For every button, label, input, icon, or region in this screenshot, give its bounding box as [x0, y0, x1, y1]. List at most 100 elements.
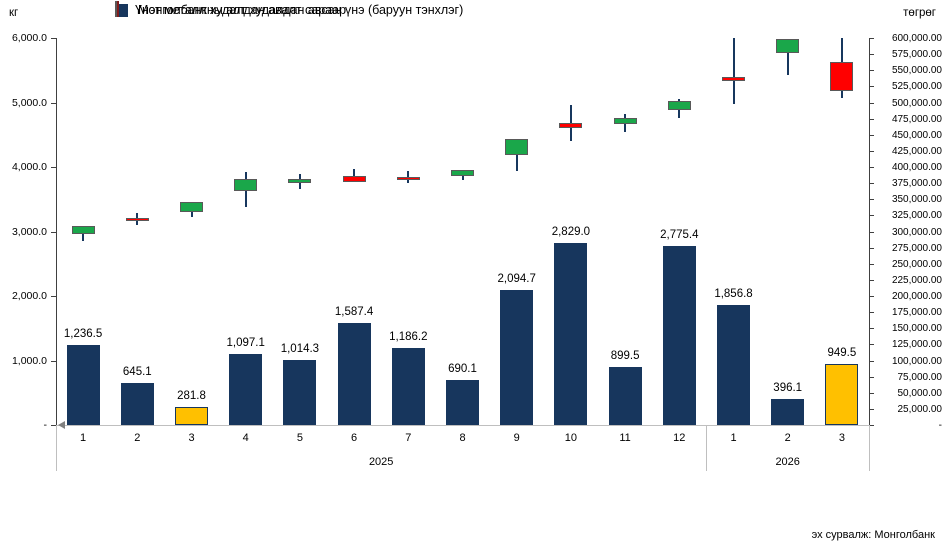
bar: [229, 354, 263, 425]
right-axis-tick: [870, 376, 874, 378]
candle-body: [342, 176, 366, 182]
right-axis-tick: [870, 134, 874, 136]
right-axis-tick-label: 75,000.00: [897, 371, 943, 383]
axis-group-separator: [706, 425, 708, 471]
bar-value-label: 2,775.4: [660, 228, 699, 241]
right-axis-tick: [870, 296, 874, 297]
left-axis-title: кг: [9, 7, 19, 19]
axis-group-separator: [869, 425, 870, 471]
x-axis-label: 11: [619, 432, 631, 444]
right-axis-tick-label: 350,000.00: [891, 194, 942, 206]
right-axis-tick: [870, 231, 874, 233]
candle-body: [559, 123, 583, 128]
bar-value-label: 1,014.3: [280, 342, 320, 355]
candle-down-swatch-icon: [117, 0, 119, 17]
candle-body: [125, 217, 149, 221]
right-axis-tick: [870, 102, 874, 104]
right-axis-tick: [870, 263, 874, 265]
right-axis-tick-label: 575,000.00: [891, 49, 942, 61]
bar: [771, 399, 805, 425]
right-axis-tick: [870, 167, 874, 168]
candle-body: [776, 38, 800, 54]
right-axis-tick-label: 425,000.00: [891, 145, 942, 157]
bar: [608, 366, 642, 425]
bar-value-label: 281.8: [177, 389, 206, 402]
right-axis-tick-label: 125,000.00: [891, 339, 942, 351]
bar: [175, 406, 208, 425]
bar-value-label: 1,236.5: [63, 328, 103, 341]
x-axis-label: 1: [80, 432, 87, 444]
right-axis-tick: [870, 360, 874, 362]
right-axis-tick-label: 100,000.00: [891, 355, 942, 367]
left-axis-line: [56, 38, 57, 425]
right-axis-tick: [870, 392, 874, 394]
bar-value-label: 1,186.2: [389, 331, 428, 344]
right-axis-tick: [870, 54, 874, 56]
bar-value-label: 396.1: [773, 382, 803, 395]
candlestick-swatch-icon: [115, 0, 131, 19]
right-axis-tick-label: 375,000.00: [891, 178, 942, 190]
year-label: 2026: [775, 456, 800, 468]
candle-body: [180, 202, 203, 213]
right-axis-tick-label: 500,000.00: [891, 97, 942, 109]
right-axis-tick-label: 400,000.00: [891, 162, 942, 173]
candle-body: [396, 176, 420, 180]
right-axis-tick-label: 525,000.00: [891, 81, 942, 93]
bar: [825, 363, 859, 425]
right-axis-line: [869, 38, 870, 425]
candle-body: [722, 76, 745, 81]
right-axis-tick-label: 200,000.00: [891, 291, 942, 302]
left-axis-tick: [51, 167, 56, 168]
candle-wick: [786, 38, 789, 76]
bar: [120, 383, 154, 425]
left-axis-tick-label: 3,000.0: [11, 225, 47, 238]
candle-body: [451, 169, 474, 177]
bar: [717, 305, 750, 425]
legend-candle-series-label: Монголбанкны алт худалдан авсан үнэ (бар…: [138, 3, 464, 17]
bar-value-label: 690.1: [448, 363, 477, 376]
right-axis-tick-label: 25,000.00: [897, 403, 943, 415]
bar: [554, 242, 588, 425]
x-axis-label: 8: [459, 432, 466, 444]
right-axis-tick-label: 550,000.00: [891, 65, 942, 77]
bar-value-label: 2,829.0: [551, 225, 591, 238]
x-axis-label: 2: [784, 432, 791, 444]
candle-body: [288, 179, 312, 184]
right-axis-tick: [870, 38, 874, 39]
candle-body: [505, 139, 529, 156]
x-axis-label: 10: [564, 432, 578, 444]
legend-item-candle-series: Монголбанкны алт худалдан авсан үнэ (бар…: [115, 0, 464, 19]
right-axis-tick-label: 450,000.00: [891, 129, 942, 141]
candle-wick: [732, 38, 735, 104]
candle-body: [830, 62, 854, 91]
right-axis-tick-label: 150,000.00: [891, 323, 942, 335]
right-axis-tick: [870, 150, 874, 152]
left-axis-tick: [51, 231, 56, 233]
x-axis-label: 3: [838, 432, 845, 444]
x-axis-label: 4: [242, 432, 249, 444]
left-axis-tick: [51, 360, 56, 362]
right-axis-tick-label: 175,000.00: [891, 307, 942, 319]
x-axis-label: 5: [296, 432, 303, 444]
right-axis-tick-label: 250,000.00: [891, 258, 942, 270]
bar: [662, 245, 696, 425]
right-axis-tick-label: -: [938, 420, 942, 431]
candle-body: [71, 225, 95, 235]
x-axis-label: 7: [405, 432, 412, 444]
right-axis-tick: [870, 328, 874, 330]
candle-wick: [353, 169, 356, 182]
right-axis-tick: [870, 70, 874, 72]
right-axis-tick: [870, 86, 874, 88]
x-axis-label: 9: [513, 432, 520, 444]
x-axis-label: 12: [673, 432, 686, 444]
right-axis-tick: [870, 118, 874, 120]
x-axis-label: 6: [351, 432, 358, 444]
x-axis-label: 1: [730, 432, 737, 444]
axis-origin-arrow-icon: [58, 421, 65, 429]
right-axis-title: төгрөг: [903, 7, 936, 19]
left-axis-tick-label: 6,000.0: [11, 32, 47, 44]
right-axis-tick-label: 225,000.00: [891, 274, 942, 286]
left-axis-tick: [51, 296, 56, 297]
